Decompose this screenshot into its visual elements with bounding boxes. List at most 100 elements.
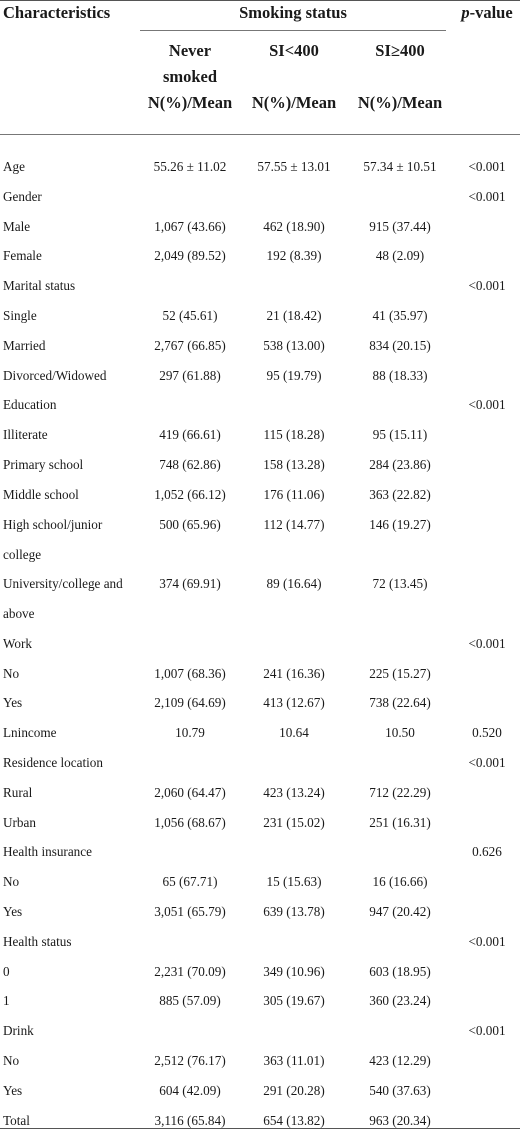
cell-si-ge-400: 423 (12.29) <box>369 1052 431 1068</box>
cell-si-lt-400: 95 (19.79) <box>266 367 322 383</box>
table-bottom-rule <box>0 1128 520 1129</box>
cell-never-smoked: 885 (57.09) <box>159 993 221 1009</box>
row-label: Middle school <box>3 486 79 502</box>
row-label: Yes <box>3 695 23 711</box>
cell-si-lt-400: 639 (13.78) <box>263 903 325 919</box>
row-label: High school/junior college <box>3 516 103 562</box>
cell-p-value: <0.001 <box>468 278 506 294</box>
row-label: Marital status <box>3 278 76 294</box>
cell-never-smoked: 3,116 (65.84) <box>154 1112 226 1128</box>
cell-si-ge-400: 915 (37.44) <box>369 218 431 234</box>
cell-si-ge-400: 834 (20.15) <box>369 337 431 353</box>
header-never-line1: Never <box>168 41 212 60</box>
table-row: High school/junior college 500 (65.96) 112… <box>0 506 524 566</box>
cell-si-lt-400: 305 (19.67) <box>263 993 325 1009</box>
row-label: University/college and above <box>3 576 123 622</box>
cell-never-smoked: 500 (65.96) <box>159 516 221 532</box>
cell-never-smoked: 1,056 (68.67) <box>154 814 226 830</box>
table-row: Education <0.001 <box>0 386 524 416</box>
row-label: Divorced/Widowed <box>3 367 107 383</box>
cell-never-smoked: 419 (66.61) <box>159 427 221 443</box>
table-row: No 2,512 (76.17) 363 (11.01) 423 (12.29) <box>0 1042 524 1072</box>
cell-si-ge-400: 16 (16.66) <box>372 874 428 890</box>
header-never-unit: N(%)/Mean <box>147 93 233 112</box>
cell-p-value: 0.626 <box>472 844 502 860</box>
cell-never-smoked: 1,007 (68.36) <box>154 665 226 681</box>
cell-never-smoked: 2,109 (64.69) <box>154 695 226 711</box>
cell-si-ge-400: 57.34 ± 10.51 <box>363 159 437 174</box>
cell-si-lt-400: 241 (16.36) <box>263 665 325 681</box>
row-label: No <box>3 1052 20 1068</box>
table-row: Yes 604 (42.09) 291 (20.28) 540 (37.63) <box>0 1072 524 1102</box>
table-row: Work <0.001 <box>0 625 524 655</box>
cell-never-smoked: 10.79 <box>175 725 205 741</box>
table-row: Male 1,067 (43.66) 462 (18.90) 915 (37.44) <box>0 208 524 238</box>
cell-si-ge-400: 10.50 <box>385 725 415 741</box>
cell-p-value: <0.001 <box>468 159 506 174</box>
cell-si-ge-400: 947 (20.42) <box>369 903 431 919</box>
row-label: Illiterate <box>3 427 48 443</box>
cell-si-lt-400: 231 (15.02) <box>263 814 325 830</box>
cell-p-value: <0.001 <box>468 933 506 949</box>
row-label: 0 <box>3 963 10 979</box>
header-p-letter: p <box>461 3 470 22</box>
cell-never-smoked: 1,067 (43.66) <box>154 218 226 234</box>
row-label: Married <box>3 337 46 353</box>
cell-never-smoked: 604 (42.09) <box>159 1082 221 1098</box>
table-row: Drink <0.001 <box>0 1012 524 1042</box>
row-label: 1 <box>3 993 10 1009</box>
cell-si-ge-400: 603 (18.95) <box>369 963 431 979</box>
cell-never-smoked: 297 (61.88) <box>159 367 221 383</box>
header-si-lt-label: SI<400 <box>269 41 319 60</box>
cell-si-ge-400: 48 (2.09) <box>375 248 425 264</box>
row-label: Yes <box>3 1082 23 1098</box>
cell-si-lt-400: 192 (8.39) <box>266 248 322 264</box>
cell-si-lt-400: 15 (15.63) <box>266 874 322 890</box>
table-row: 0 2,231 (70.09) 349 (10.96) 603 (18.95) <box>0 953 524 983</box>
cell-si-lt-400: 10.64 <box>279 725 309 741</box>
table-row: Residence location <0.001 <box>0 744 524 774</box>
table-row: Health insurance 0.626 <box>0 833 524 863</box>
header-characteristics: Characteristics <box>3 3 111 22</box>
header-p-suffix: -value <box>469 3 513 22</box>
cell-never-smoked: 2,231 (70.09) <box>154 963 226 979</box>
cell-p-value: <0.001 <box>468 754 506 770</box>
cell-never-smoked: 374 (69.91) <box>159 576 221 592</box>
table-row: Illiterate 419 (66.61) 115 (18.28) 95 (15.1… <box>0 416 524 446</box>
cell-si-lt-400: 176 (11.06) <box>263 486 325 502</box>
cell-si-lt-400: 423 (13.24) <box>263 784 325 800</box>
cell-si-ge-400: 72 (13.45) <box>372 576 428 592</box>
header-p-value: p-value <box>452 2 522 24</box>
cell-never-smoked: 2,049 (89.52) <box>154 248 226 264</box>
table-row: Single 52 (45.61) 21 (18.42) 41 (35.97) <box>0 297 524 327</box>
row-label: Yes <box>3 903 23 919</box>
row-label: Age <box>3 159 25 174</box>
cell-si-ge-400: 963 (20.34) <box>369 1112 431 1128</box>
row-label: Gender <box>3 188 42 204</box>
row-label: Drink <box>3 1023 34 1039</box>
cell-si-lt-400: 158 (13.28) <box>263 456 325 472</box>
cell-si-lt-400: 112 (14.77) <box>263 516 325 532</box>
row-label: Work <box>3 635 32 651</box>
cell-si-ge-400: 251 (16.31) <box>369 814 431 830</box>
header-never-smoked: Never smoked N(%)/Mean <box>140 38 240 116</box>
row-label: Education <box>3 397 57 413</box>
row-label: Residence location <box>3 754 103 770</box>
cell-si-lt-400: 89 (16.64) <box>266 576 322 592</box>
cell-si-ge-400: 41 (35.97) <box>372 307 428 323</box>
cell-never-smoked: 55.26 ± 11.02 <box>153 159 227 174</box>
header-group-rule <box>140 30 446 31</box>
header-never-line2: smoked <box>162 67 218 86</box>
row-label: Lnincome <box>3 725 57 741</box>
table-row: Age 55.26 ± 11.02 57.55 ± 13.01 57.34 ± 10.… <box>0 148 524 178</box>
row-label: Rural <box>3 784 33 800</box>
table-row: Yes 2,109 (64.69) 413 (12.67) 738 (22.64) <box>0 684 524 714</box>
cell-never-smoked: 2,512 (76.17) <box>154 1052 226 1068</box>
table-row: 1 885 (57.09) 305 (19.67) 360 (23.24) <box>0 982 524 1012</box>
cell-si-lt-400: 654 (13.82) <box>263 1112 325 1128</box>
cell-si-ge-400: 738 (22.64) <box>369 695 431 711</box>
cell-si-ge-400: 360 (23.24) <box>369 993 431 1009</box>
cell-si-ge-400: 284 (23.86) <box>369 456 431 472</box>
row-label: Primary school <box>3 456 84 472</box>
table-row: Health status <0.001 <box>0 923 524 953</box>
